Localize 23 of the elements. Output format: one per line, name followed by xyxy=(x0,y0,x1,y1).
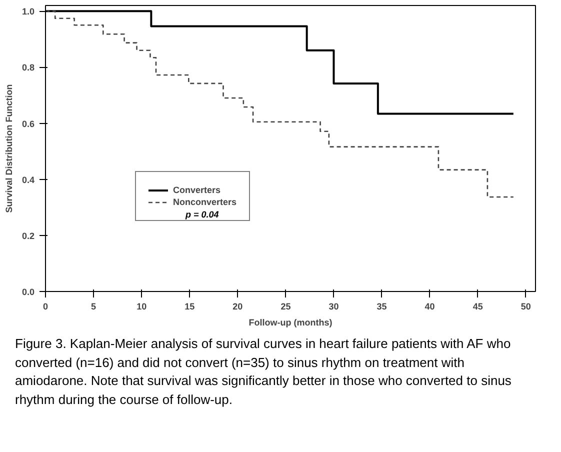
x-tick-label: 30 xyxy=(328,302,339,312)
x-tick-label: 50 xyxy=(520,302,531,312)
x-tick-label: 35 xyxy=(376,302,387,312)
legend-label: Converters xyxy=(173,184,221,196)
caption: Figure 3. Kaplan-Meier analysis of survival curves in heart failure patients with AF who converted (n=16) and did not convert (n=35) to sinus rhythm on treatment with amiodarone. Note that survival was significantly better in those who converted to sinus rhythm during the course of follow-up. xyxy=(15,335,512,409)
y-axis-title: Survival Distribution Function xyxy=(4,84,14,213)
y-tick-label: 0.6 xyxy=(22,118,35,129)
y-tick-label: 0.2 xyxy=(22,230,35,241)
y-tick-label: 0.8 xyxy=(22,62,35,73)
x-tick-label: 15 xyxy=(184,302,195,312)
x-tick-label: 45 xyxy=(472,302,483,312)
y-tick-label: 0.4 xyxy=(22,174,35,185)
x-axis-title: Follow-up (months) xyxy=(248,318,332,328)
x-tick-label: 5 xyxy=(91,302,96,312)
annotation: p = 0.04 xyxy=(184,210,219,220)
x-tick-label: 25 xyxy=(280,302,291,312)
x-tick-label: 20 xyxy=(232,302,243,312)
x-tick-label: 40 xyxy=(424,302,435,312)
y-tick-label: 0.0 xyxy=(22,287,35,297)
y-tick-label: 1.0 xyxy=(22,6,35,17)
x-tick-label: 10 xyxy=(136,302,147,312)
x-tick-label: 0 xyxy=(42,302,48,312)
legend-label: Nonconverters xyxy=(173,196,237,208)
